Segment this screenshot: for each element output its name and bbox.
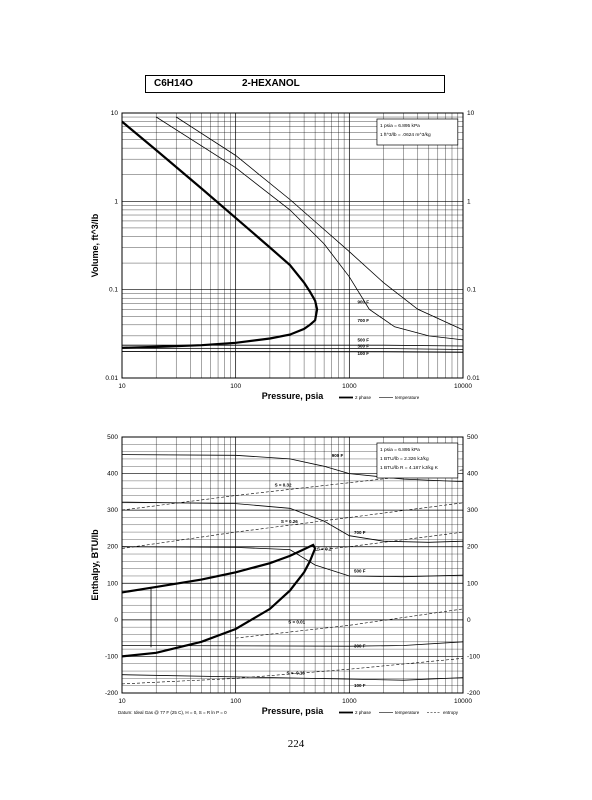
x-tick-label: 10 [118, 698, 126, 705]
temperature-line [121, 641, 464, 647]
temperature-line [121, 347, 464, 350]
x-tick-label: 1000 [342, 383, 357, 390]
entropy-line [235, 608, 464, 639]
y-axis-title: Volume, ft^3/lb [90, 213, 100, 277]
temperature-line [175, 116, 464, 331]
y-tick-label: 0 [114, 617, 118, 624]
enthalpy-pressure-chart: 10 100 1000 10000-200-1000100200300400500-2… [90, 434, 480, 716]
temperature-label: 500 F [354, 568, 366, 573]
legend-label: 2 phase [355, 710, 372, 715]
y-tick-label-right: -200 [467, 690, 480, 697]
temperature-line [121, 674, 464, 681]
y-tick-label: 200 [107, 544, 118, 551]
entropy-label: S = 0.26 [281, 519, 298, 524]
temperature-label: 300 F [358, 344, 370, 349]
temperature-line [121, 351, 464, 353]
y-tick-label-right: 500 [467, 434, 478, 441]
y-tick-label: 1 [114, 198, 118, 205]
compound-title-box: C6H14O 2-HEXANOL [145, 75, 445, 93]
x-tick-label: 100 [230, 383, 241, 390]
conversion-box [376, 118, 459, 146]
temperature-line [121, 501, 464, 543]
plot-frame [121, 436, 464, 694]
entropy-line [121, 502, 464, 549]
y-tick-label-right: 0 [467, 617, 471, 624]
volume-pressure-chart: 10 100 1000 100000.010.11100.010.1110Pressu… [90, 110, 480, 401]
y-tick-label: 300 [107, 507, 118, 514]
legend-label: entropy [443, 710, 459, 715]
x-axis-title: Pressure, psia [262, 391, 325, 401]
conversion-text: 1 BTU/lb = 2.326 kJ/kg [380, 456, 429, 462]
y-axis-title: Enthalpy, BTU/lb [90, 529, 100, 601]
y-tick-label-right: 200 [467, 544, 478, 551]
legend-label: 2 phase [355, 395, 372, 400]
page-number: 224 [287, 738, 305, 750]
y-tick-label-right: 1 [467, 198, 471, 205]
temperature-label: 300 F [354, 643, 366, 648]
plot-frame [121, 112, 464, 379]
y-tick-label: 400 [107, 471, 118, 478]
y-tick-label: 100 [107, 580, 118, 587]
conversion-text: 1 ft^3/lb = .0624 m^3/kg [380, 132, 431, 138]
entropy-label: S = 0.32 [275, 482, 292, 487]
formula-label: C6H14O [154, 78, 193, 89]
legend-label: temperature [395, 710, 420, 715]
temperature-label: 700 F [358, 318, 370, 323]
y-tick-label: 0.01 [105, 375, 118, 382]
y-tick-label: 0.1 [109, 287, 118, 294]
y-tick-label-right: 0.1 [467, 287, 476, 294]
conversion-box [376, 442, 459, 479]
conversion-text: 1 psia = 6.895 kPa [380, 123, 420, 129]
x-tick-label: 10000 [454, 698, 472, 705]
temperature-label: 500 F [358, 337, 370, 342]
y-tick-label: -200 [105, 690, 118, 697]
two-phase-dome [121, 543, 317, 658]
x-tick-label: 100 [230, 698, 241, 705]
y-tick-label-right: -100 [467, 653, 480, 660]
conversion-text: 1 psia = 6.895 kPa [380, 447, 420, 453]
x-tick-label: 1000 [342, 698, 357, 705]
y-tick-label-right: 0.01 [467, 375, 480, 382]
entropy-label: S = -0.16 [286, 671, 305, 676]
y-tick-label-right: 300 [467, 507, 478, 514]
y-tick-label: 10 [111, 110, 119, 117]
entropy-line [315, 531, 464, 551]
conversion-text: 1 BTU/lb R = 4.187 kJ/kg K [380, 465, 439, 471]
y-tick-label-right: 10 [467, 110, 475, 117]
y-tick-label: 500 [107, 434, 118, 441]
y-tick-label-right: 100 [467, 580, 478, 587]
temperature-line [155, 116, 464, 341]
entropy-label: S = 0.2 [317, 546, 332, 551]
y-tick-label: -100 [105, 653, 118, 660]
x-tick-label: 10000 [454, 383, 472, 390]
x-axis-title: Pressure, psia [262, 706, 325, 716]
temperature-label: 700 F [354, 530, 366, 535]
temperature-label: 100 F [354, 683, 366, 688]
temperature-line [121, 454, 464, 482]
datum-note: Datum: Ideal Gas @ 77 F (25 C), H = 0, S… [118, 710, 227, 715]
temperature-label: 900 F [332, 453, 344, 458]
temperature-label: 900 F [358, 299, 370, 304]
entropy-label: S = 0.01 [288, 620, 305, 625]
compound-name: 2-HEXANOL [242, 78, 300, 89]
entropy-line [121, 658, 464, 685]
temperature-label: 100 F [358, 351, 370, 356]
temperature-line [121, 546, 464, 578]
x-tick-label: 10 [118, 383, 126, 390]
legend-label: temperature [395, 395, 420, 400]
y-tick-label-right: 400 [467, 471, 478, 478]
two-phase-dome [121, 120, 319, 349]
temperature-line [122, 344, 464, 347]
